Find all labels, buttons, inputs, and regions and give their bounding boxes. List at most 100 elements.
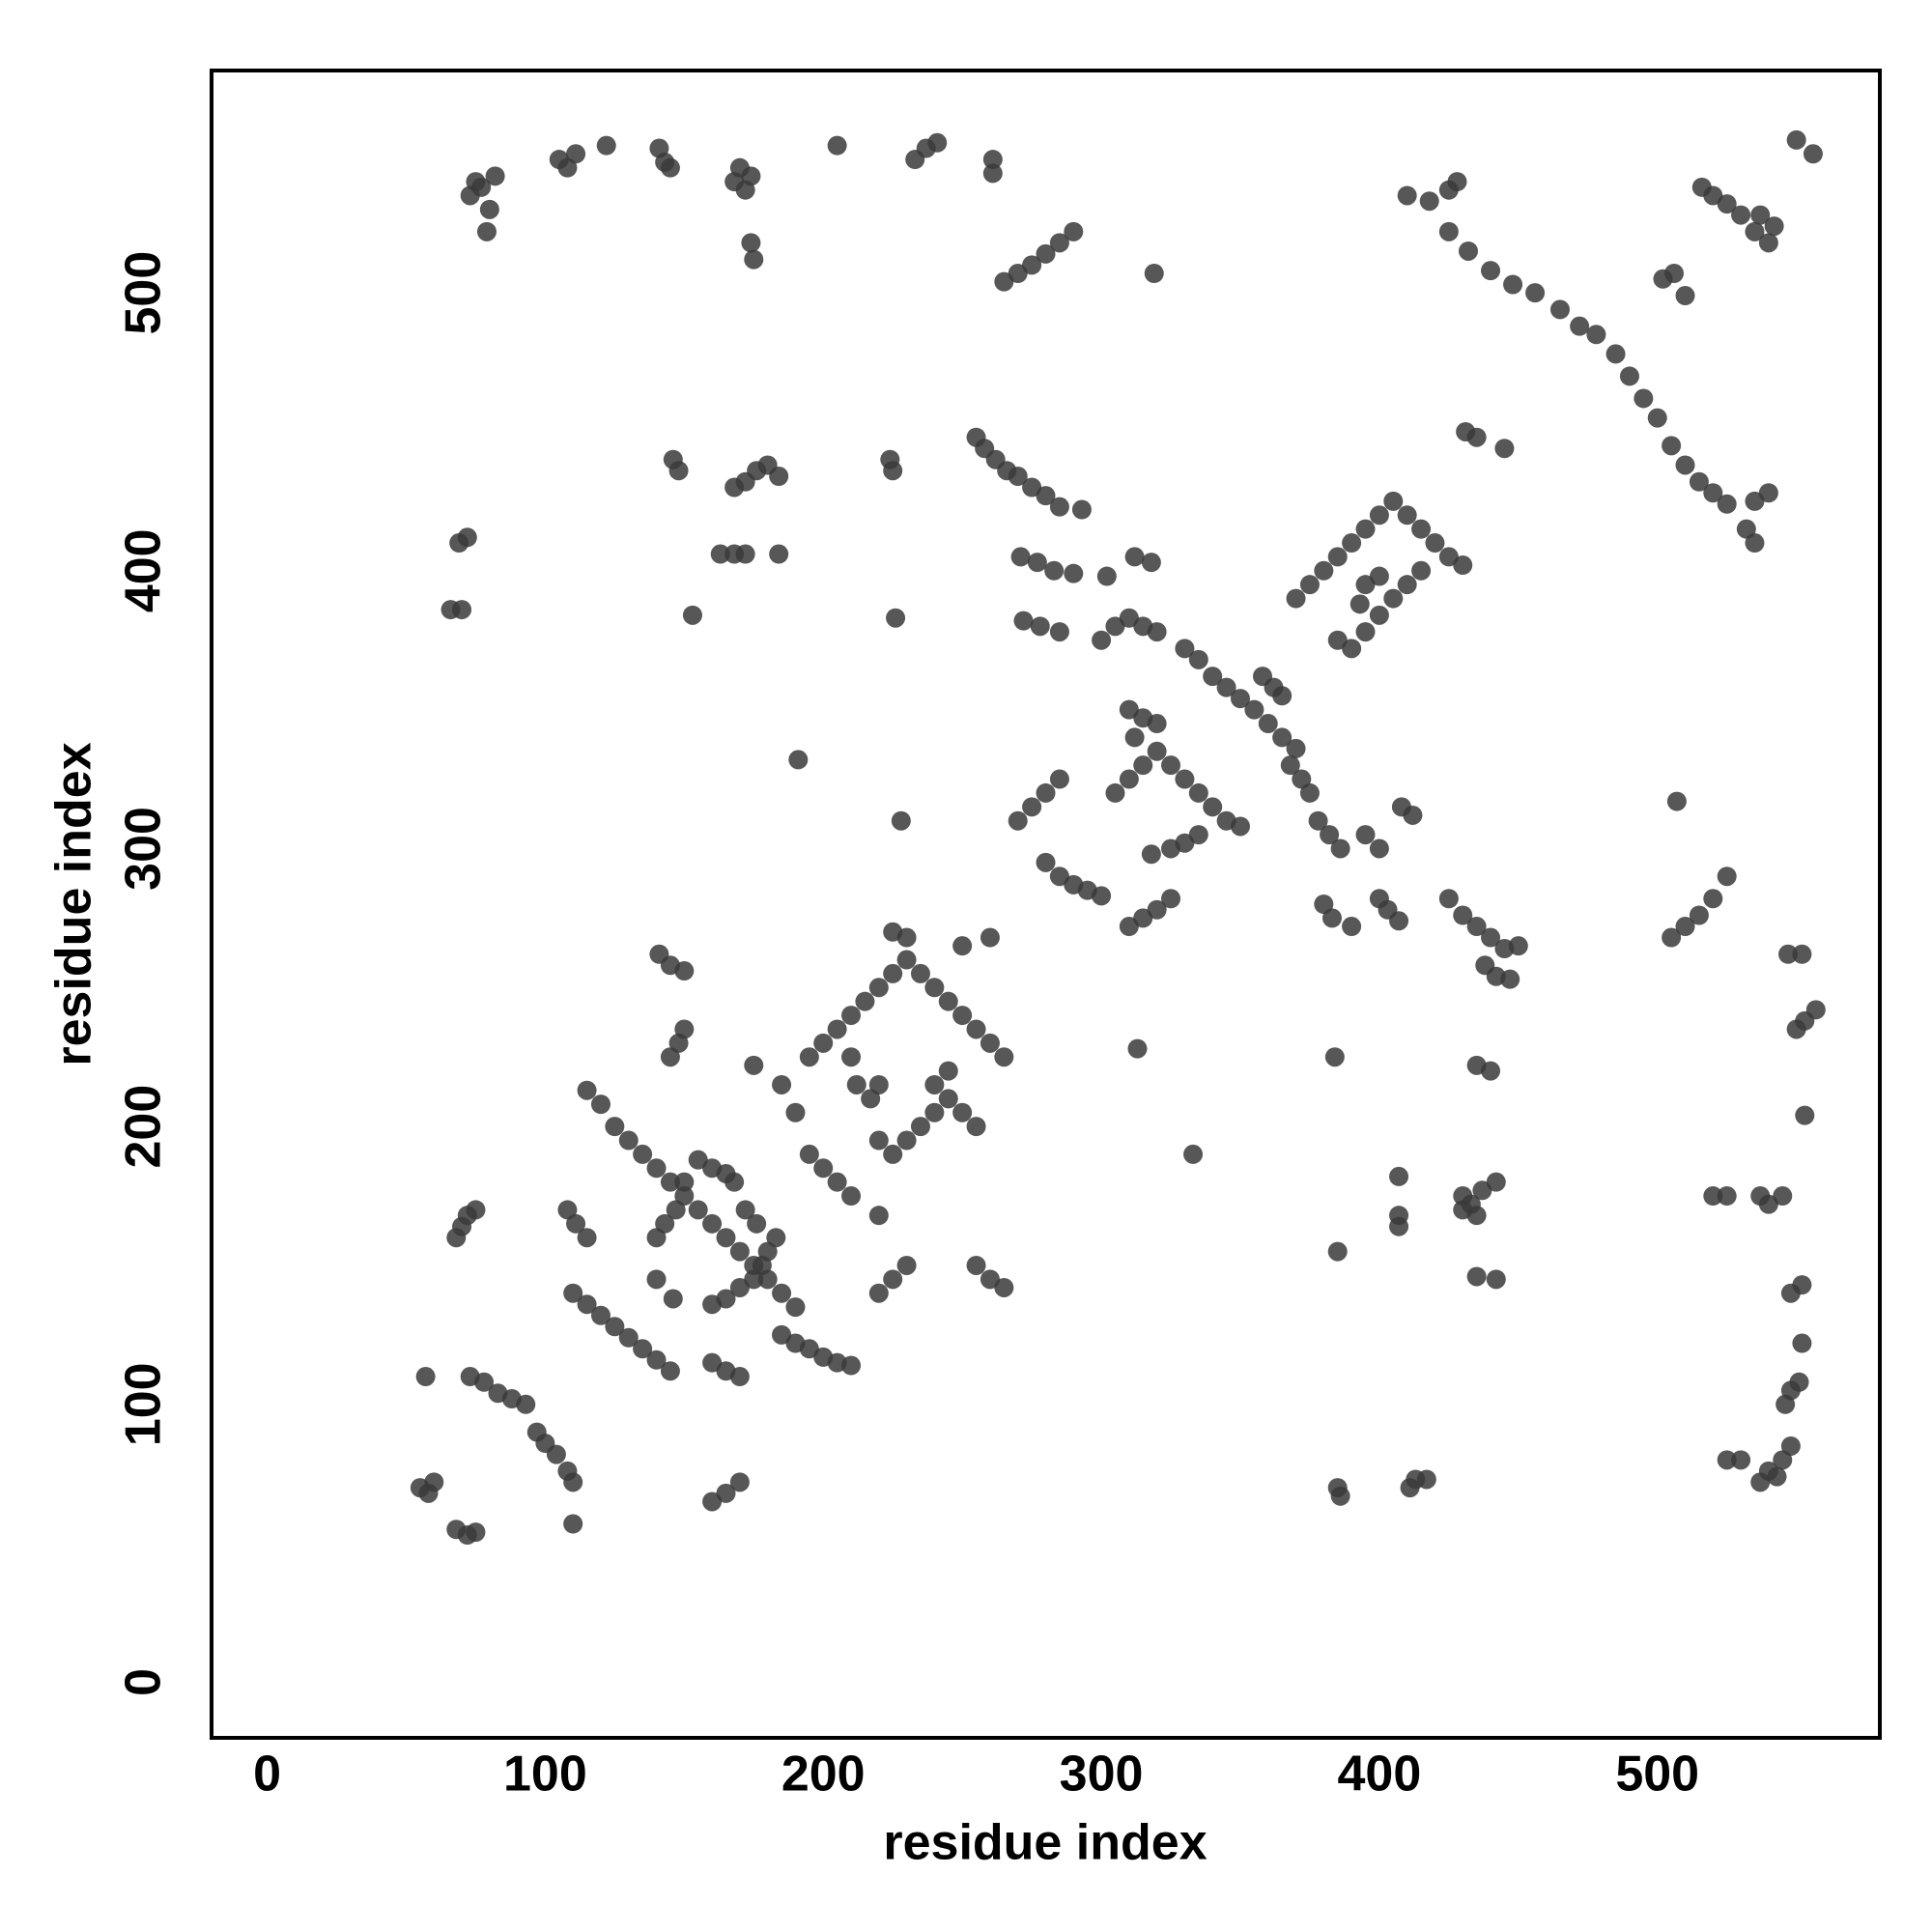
contact-point (994, 1047, 1014, 1067)
contact-point (966, 1117, 986, 1137)
contact-point (1049, 233, 1069, 253)
contact-point (966, 1255, 986, 1275)
contact-point (702, 1213, 723, 1234)
contact-point (1299, 782, 1320, 803)
contact-point (1008, 466, 1028, 486)
contact-point (1327, 1241, 1348, 1262)
contact-point (785, 1297, 806, 1318)
contact-point (546, 1444, 566, 1464)
contact-point (1124, 547, 1145, 567)
contact-point (1327, 630, 1348, 650)
contact-point (883, 963, 903, 983)
contact-point (1308, 810, 1328, 831)
contact-point (1570, 316, 1590, 336)
contact-point (1036, 852, 1056, 872)
contact-point (772, 1074, 792, 1094)
contact-point (702, 1492, 723, 1512)
contact-point (716, 1289, 736, 1309)
contact-point (1161, 889, 1181, 909)
contact-point (1124, 727, 1145, 748)
contact-point (1689, 905, 1709, 925)
contact-point (757, 1241, 778, 1262)
contact-point (1703, 483, 1723, 503)
contact-point (557, 1200, 578, 1220)
contact-point (563, 1514, 583, 1534)
contact-point (924, 978, 945, 998)
contact-point (938, 1089, 958, 1109)
contact-point (1675, 917, 1695, 937)
contact-point (1416, 1469, 1436, 1490)
contact-point (1133, 908, 1153, 928)
contact-point (1481, 261, 1501, 281)
contact-point (846, 1074, 867, 1094)
contact-point (896, 1255, 917, 1275)
contact-point (466, 1200, 486, 1220)
contact-point (1634, 388, 1654, 409)
contact-point (868, 1074, 889, 1094)
contact-point (1010, 547, 1031, 567)
contact-point (1230, 816, 1250, 837)
contact-point (1411, 519, 1432, 539)
contact-point (1500, 969, 1520, 989)
contact-point (861, 1089, 881, 1109)
contact-point (716, 1228, 736, 1248)
contact-point (710, 544, 730, 564)
contact-point (1438, 221, 1459, 242)
contact-point (674, 1019, 695, 1039)
contact-point (596, 135, 616, 156)
contact-point (1549, 299, 1570, 320)
contact-point (1717, 1450, 1737, 1470)
contact-point (655, 1213, 675, 1234)
contact-point (1022, 255, 1042, 275)
contact-point (1119, 769, 1139, 789)
contact-point (1447, 172, 1467, 192)
contact-point (1675, 455, 1695, 475)
contact-point (702, 1352, 723, 1373)
contact-point (646, 1158, 667, 1179)
contact-point (938, 991, 958, 1011)
contact-point (1453, 555, 1473, 576)
contact-point (841, 1006, 862, 1026)
contact-point (452, 600, 472, 620)
contact-point (952, 1102, 973, 1122)
x-tick-label: 200 (781, 1747, 866, 1803)
contact-point (799, 1339, 819, 1359)
contact-point (729, 1277, 750, 1297)
contact-point (1773, 1186, 1793, 1207)
contact-point (566, 144, 586, 164)
contact-point (1662, 436, 1682, 456)
contact-point (1780, 1435, 1801, 1456)
contact-point (1022, 797, 1042, 817)
contact-point (563, 1283, 583, 1303)
contact-point (1175, 769, 1195, 789)
contact-point (1795, 1105, 1815, 1125)
contact-point (735, 544, 755, 564)
contact-point (1453, 905, 1473, 925)
contact-point (618, 1327, 639, 1348)
points (410, 129, 1826, 1546)
contact-point (1369, 566, 1389, 586)
contact-point (891, 810, 911, 831)
contact-point (457, 527, 477, 548)
contact-point (1342, 533, 1362, 554)
contact-point (577, 1294, 597, 1315)
contact-point (466, 1522, 486, 1543)
contact-point (663, 1289, 683, 1309)
contact-point (1320, 825, 1340, 845)
contact-point (1383, 491, 1404, 511)
contact-point (1144, 263, 1164, 283)
contact-point (841, 1047, 862, 1067)
contact-point (1619, 366, 1639, 386)
contact-point (1397, 185, 1417, 206)
contact-point (618, 1130, 639, 1151)
contact-point (1216, 677, 1236, 697)
contact-point (1342, 639, 1362, 659)
contact-point (1355, 519, 1376, 539)
contact-point (1105, 782, 1125, 803)
y-tick-label: 200 (116, 1085, 172, 1169)
contact-point (1330, 1486, 1350, 1506)
contact-point (1147, 622, 1167, 642)
contact-point (741, 166, 761, 186)
y-tick-label: 0 (116, 1668, 172, 1696)
contact-point (883, 1144, 903, 1164)
